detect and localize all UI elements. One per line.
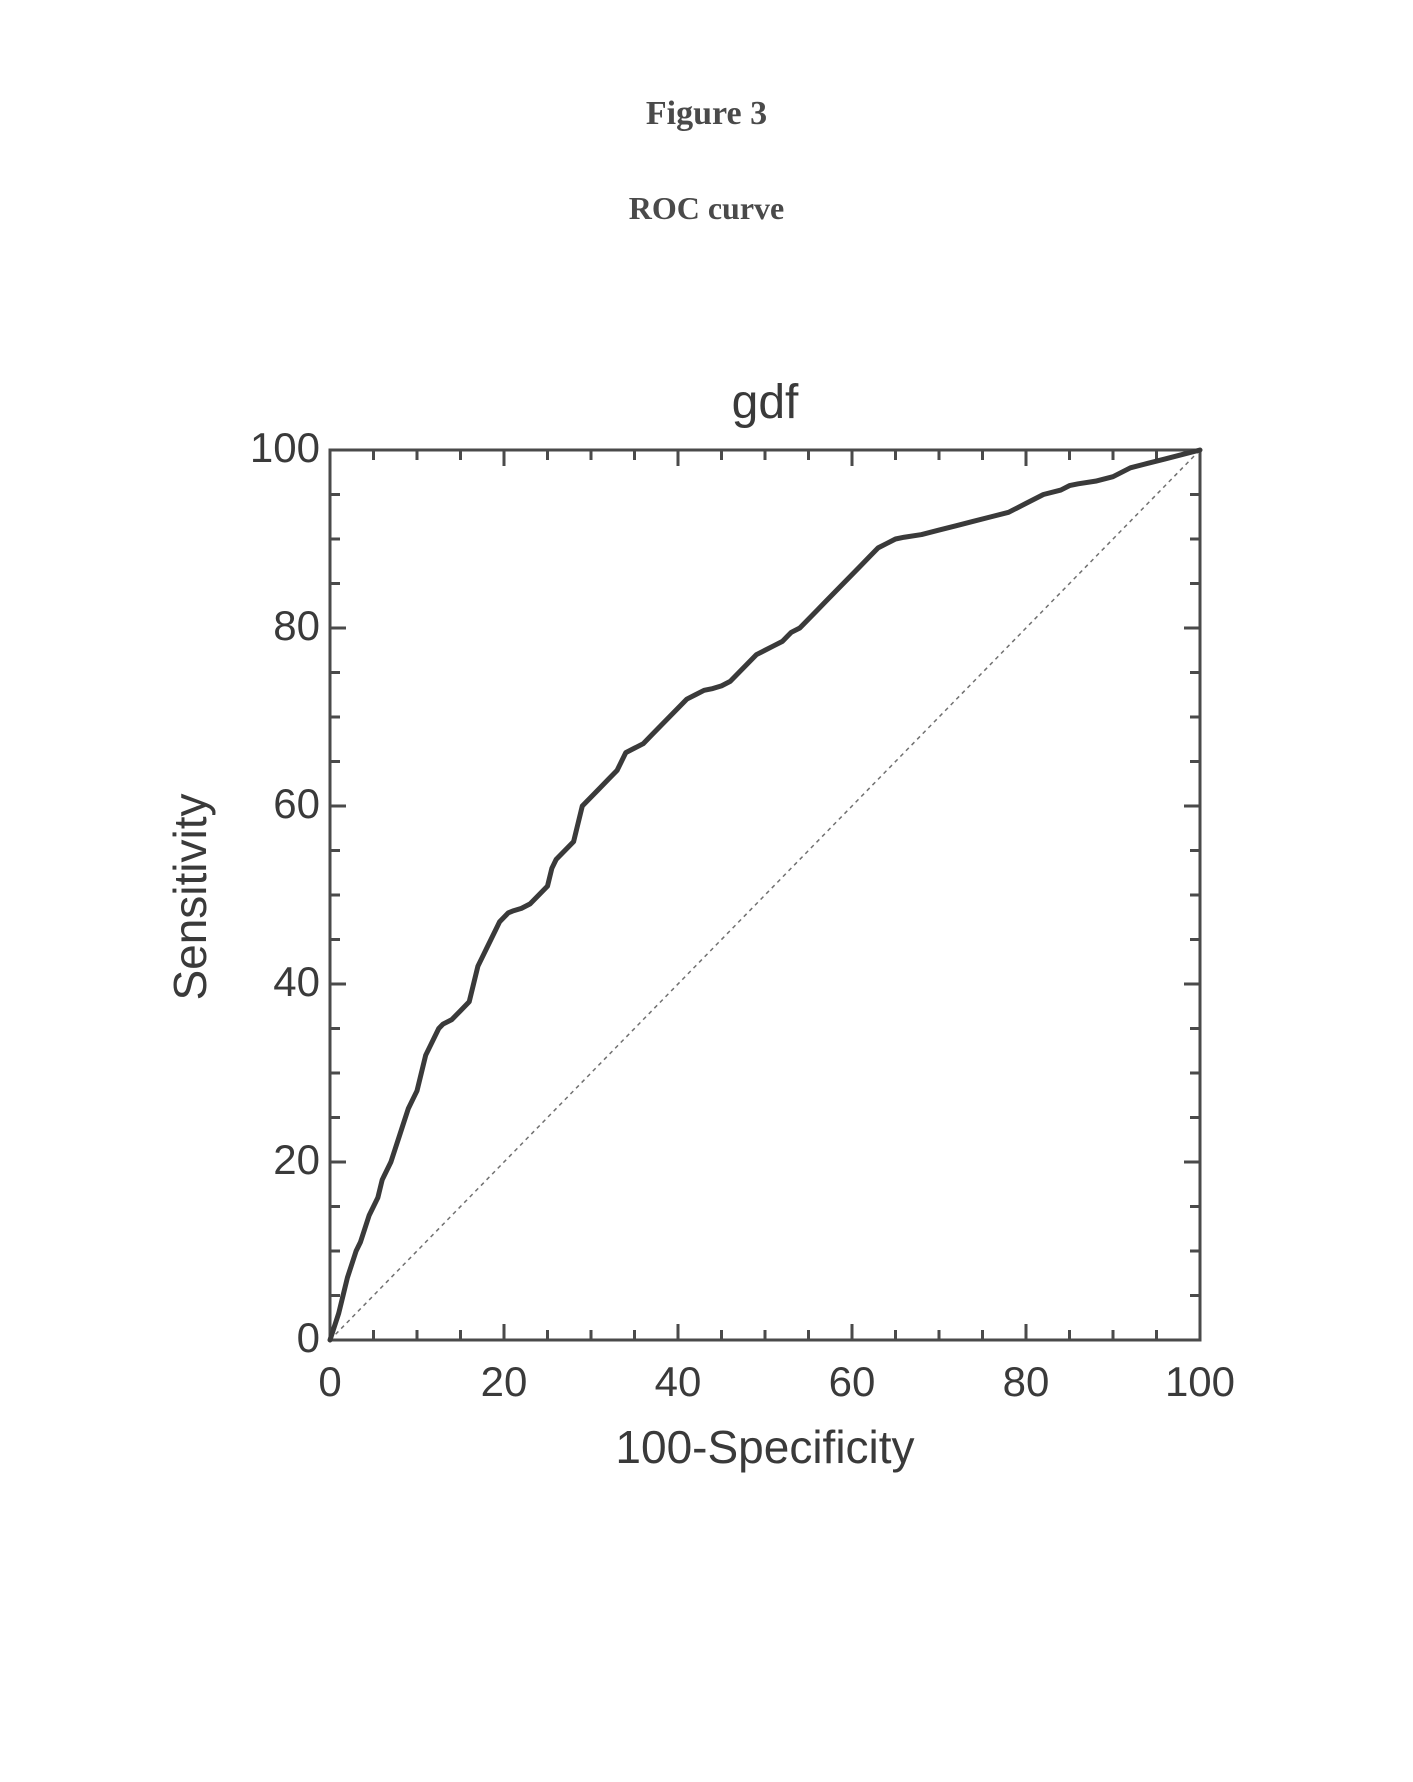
x-tick-label: 60 (812, 1358, 892, 1406)
x-tick-label: 40 (638, 1358, 718, 1406)
x-tick-label: 80 (986, 1358, 1066, 1406)
x-tick-label: 0 (290, 1358, 370, 1406)
y-tick-label: 60 (230, 780, 320, 828)
roc-chart (0, 0, 1413, 1782)
y-tick-label: 0 (230, 1314, 320, 1362)
x-tick-label: 20 (464, 1358, 544, 1406)
y-tick-label: 100 (230, 424, 320, 472)
page: { "figure": { "caption_main": "Figure 3"… (0, 0, 1413, 1782)
y-tick-label: 40 (230, 958, 320, 1006)
x-tick-label: 100 (1160, 1358, 1240, 1406)
y-tick-label: 80 (230, 602, 320, 650)
y-tick-label: 20 (230, 1136, 320, 1184)
